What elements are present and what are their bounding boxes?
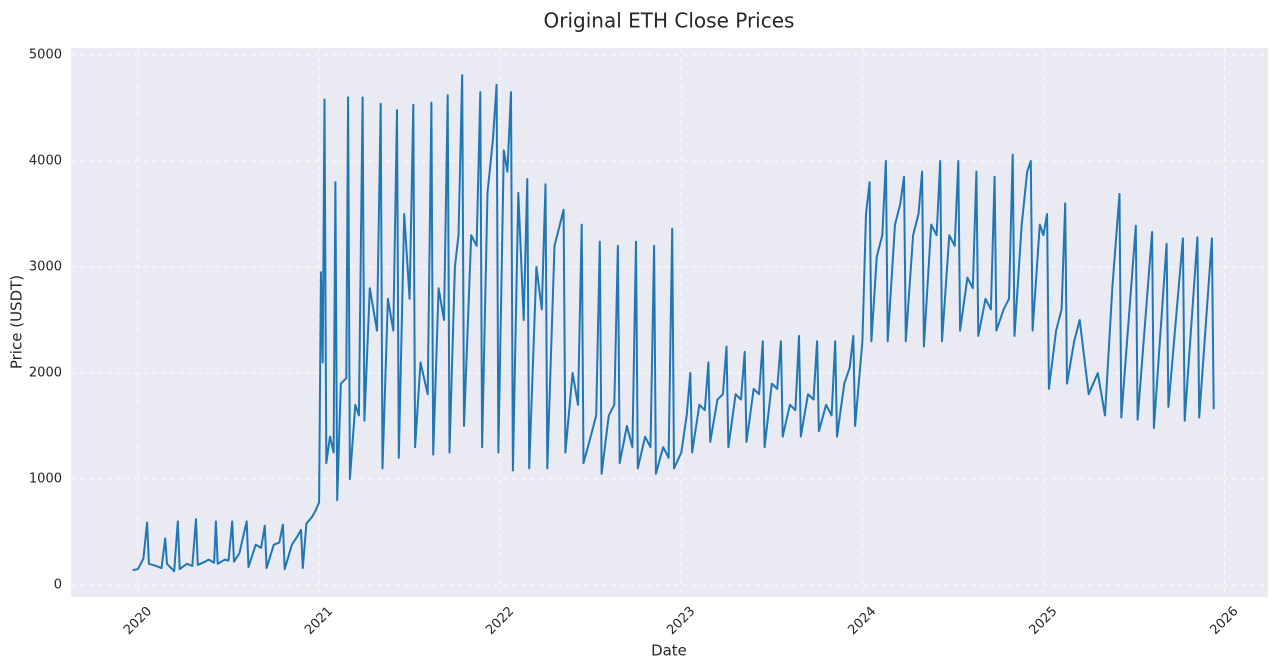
x-tick-label: 2022: [483, 604, 517, 638]
y-tick-label: 1000: [29, 472, 62, 487]
price-line: [132, 74, 1215, 573]
y-tick-label: 5000: [29, 47, 62, 62]
x-tick-label: 2023: [664, 604, 698, 638]
y-axis-label: Price (USDT): [8, 275, 26, 369]
x-tick-label: 2020: [121, 604, 155, 638]
x-tick-label: 2025: [1026, 604, 1060, 638]
y-tick-label: 4000: [29, 154, 62, 169]
y-tick-label: 2000: [29, 366, 62, 381]
y-tick-label: 0: [54, 578, 62, 593]
x-axis-label: Date: [651, 642, 687, 660]
x-tick-label: 2021: [302, 604, 336, 638]
y-tick-label: 3000: [29, 260, 62, 275]
x-tick-label: 2024: [845, 604, 879, 638]
x-tick-label: 2026: [1208, 604, 1242, 638]
plot-area: [71, 48, 1268, 597]
chart-title: Original ETH Close Prices: [544, 9, 795, 33]
